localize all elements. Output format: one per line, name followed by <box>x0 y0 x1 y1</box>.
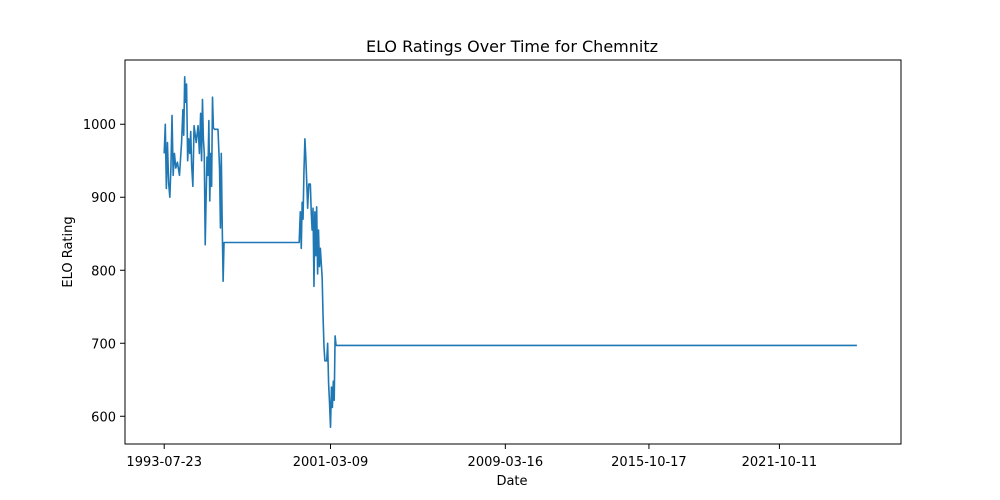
x-tick-label: 2001-03-09 <box>293 455 369 470</box>
x-axis-title: Date <box>496 474 527 489</box>
x-axis: 1993-07-23 2001-03-09 2009-03-16 2015-10-17… <box>126 444 817 470</box>
x-tick-label: 2009-03-16 <box>468 455 544 470</box>
y-tick-label: 800 <box>91 264 116 279</box>
series-layer <box>163 75 857 429</box>
y-tick-label: 900 <box>91 191 116 206</box>
y-tick-label: 600 <box>91 410 116 425</box>
y-axis-title: ELO Rating <box>61 216 76 287</box>
x-tick-label: 2015-10-17 <box>611 455 687 470</box>
series-line-0 <box>163 75 857 429</box>
y-tick-label: 1000 <box>83 118 116 133</box>
x-tick-label: 2021-10-11 <box>742 455 818 470</box>
plot-area <box>124 59 902 445</box>
chart-title: ELO Ratings Over Time for Chemnitz <box>366 37 658 56</box>
y-axis: 600 700 800 900 1000 <box>83 118 125 425</box>
y-tick-label: 700 <box>91 337 116 352</box>
x-tick-label: 1993-07-23 <box>126 455 202 470</box>
